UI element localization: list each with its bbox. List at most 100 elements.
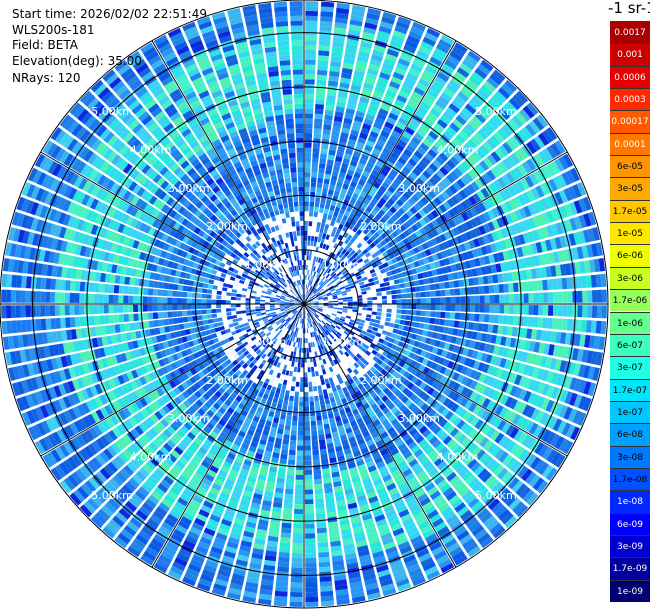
range-gate [317,177,324,184]
range-gate [540,330,547,342]
range-gate [308,305,314,307]
range-gate [528,120,541,134]
range-gate [311,440,319,446]
range-gate [339,318,345,322]
range-gate [452,254,460,263]
range-gate [555,373,564,386]
range-gate [406,293,412,299]
range-gate [341,72,352,80]
range-gate [382,147,392,156]
range-gate [289,390,295,397]
range-gate [298,416,304,422]
range-gate [543,343,550,355]
range-gate [323,393,329,400]
range-gate [472,405,482,415]
range-gate [328,299,334,302]
range-gate [350,287,356,292]
range-gate [550,433,561,447]
range-gate [366,140,375,148]
range-gate [362,353,369,360]
range-gate [232,318,238,323]
range-gate [496,380,505,391]
range-gate [420,291,426,298]
range-gate [304,196,310,202]
range-gate [434,235,443,244]
range-gate [293,366,298,372]
range-gate [474,295,480,304]
range-gate [395,365,402,373]
range-gate [448,256,455,265]
range-gate [386,331,393,337]
range-gate [396,199,404,207]
range-gate [403,420,412,429]
range-gate [511,413,522,426]
range-gate [378,134,388,143]
range-gate [509,398,518,410]
range-gate [387,443,397,452]
range-gate [275,482,285,489]
range-gate [356,353,362,359]
range-gate [331,293,337,297]
range-gate [501,104,514,117]
range-gate [398,277,405,284]
range-gate [368,190,376,198]
range-gate [407,476,418,486]
range-gate [391,370,399,378]
range-gate [456,419,466,430]
range-gate [395,227,403,235]
range-gate [390,418,399,427]
range-gate [450,246,458,255]
range-gate [337,307,343,310]
range-gate [323,423,330,430]
range-gate [460,87,473,99]
range-gate [519,486,531,500]
range-gate [494,505,507,518]
range-gate [316,419,323,426]
range-gate [584,260,591,274]
range-gate [424,152,435,162]
range-gate [318,50,330,57]
range-gate [415,230,423,238]
range-gate [347,306,353,309]
range-gate [351,258,357,264]
range-gate [417,493,429,503]
range-gate [235,307,241,311]
range-gate [296,455,304,461]
range-gate [551,278,558,290]
range-gate [413,448,424,458]
range-gate [460,366,468,375]
range-gate [378,324,385,330]
range-gate [437,194,446,203]
range-gate [280,532,291,539]
range-gate [323,307,329,309]
range-gate [294,494,304,500]
range-gate [373,205,381,213]
range-gate [453,320,460,328]
range-gate [508,497,521,511]
range-gate [426,203,434,212]
range-gate [398,384,407,392]
range-gate [376,365,384,373]
range-gate [320,404,326,411]
range-gate [526,352,534,364]
range-gate [517,129,529,143]
range-gate [400,446,410,456]
range-gate [317,329,321,335]
range-gate [363,82,374,90]
range-gate [456,178,466,189]
range-gate [438,446,449,456]
range-gate [490,445,501,457]
range-gate [366,422,375,430]
range-gate [401,355,409,363]
range-gate [177,311,183,317]
range-gate [307,235,311,241]
range-gate [376,411,384,419]
range-gate [399,183,409,191]
range-gate [454,95,466,106]
range-gate [211,309,217,314]
range-gate [287,464,295,470]
range-gate [445,265,452,273]
range-gate [495,368,504,379]
range-gate [333,359,338,365]
range-gate [505,424,515,437]
